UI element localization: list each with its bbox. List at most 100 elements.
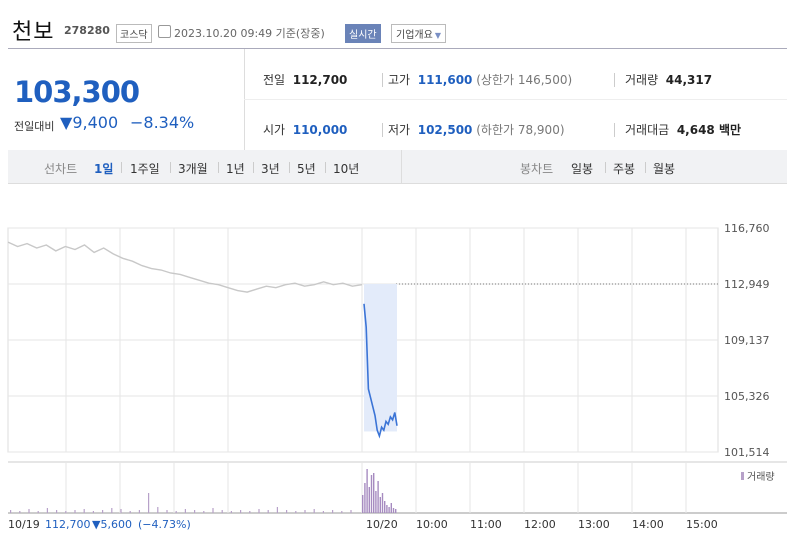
divider	[218, 162, 219, 173]
divider	[645, 162, 646, 173]
chevron-down-icon: ▼	[434, 31, 441, 40]
volume-value: 44,317	[665, 73, 713, 87]
volume-bar	[350, 510, 352, 513]
clock-icon	[158, 25, 171, 38]
line-chart-label: 선차트	[44, 162, 78, 176]
volume-bar	[102, 510, 104, 513]
divider	[614, 73, 615, 87]
volume-bar	[370, 475, 373, 513]
volume-legend-swatch	[741, 472, 744, 480]
divider	[605, 162, 606, 173]
y-tick-label: 116,760	[724, 222, 770, 235]
volume-bar	[258, 509, 260, 513]
volume-bar	[373, 473, 375, 513]
trade-amount: 거래대금 4,648 백만	[625, 121, 741, 138]
volume-bar	[249, 511, 251, 513]
high-label: 고가	[388, 73, 411, 87]
amount-label: 거래대금	[625, 123, 670, 137]
change-amount: 9,400	[72, 113, 119, 132]
volume-bar	[83, 509, 85, 513]
volume-bar	[74, 510, 76, 513]
open-label: 시가	[263, 123, 286, 137]
today-price-line	[363, 303, 398, 439]
company-overview-label: 기업개요	[396, 30, 433, 41]
volume-bar	[375, 491, 377, 513]
change-percent: −8.34%	[130, 113, 195, 132]
volume-bar	[166, 510, 168, 513]
footer-change: ▼5,600	[92, 518, 132, 531]
prev-day-price-line	[7, 241, 363, 293]
x-tick-label: 14:00	[632, 518, 664, 531]
tab-10y[interactable]: 10년	[333, 162, 360, 176]
tab-3y[interactable]: 3년	[261, 162, 280, 176]
volume-bar	[138, 510, 140, 513]
divider	[170, 162, 171, 173]
tab-1w[interactable]: 1주일	[130, 162, 160, 176]
tabs-divider	[401, 150, 402, 183]
tab-weekly[interactable]: 주봉	[613, 162, 636, 176]
stock-code: 278280	[64, 24, 110, 37]
change-value: ▼9,400	[60, 113, 118, 132]
x-tick-label: 13:00	[578, 518, 610, 531]
volume-bar	[384, 501, 386, 513]
divider	[614, 123, 615, 137]
volume-bar	[19, 511, 21, 513]
tab-3m[interactable]: 3개월	[178, 162, 208, 176]
volume-bar	[364, 483, 366, 513]
volume-bar	[92, 511, 94, 513]
x-tick-label: 11:00	[470, 518, 502, 531]
volume-bar	[332, 510, 334, 513]
stock-header: 천보 278280 코스닥 2023.10.20 09:49 기준(장중) 실시…	[0, 0, 787, 48]
low-label: 저가	[388, 123, 411, 137]
tab-5y[interactable]: 5년	[297, 162, 316, 176]
volume-bar	[313, 509, 315, 513]
volume-bar	[322, 511, 324, 513]
volume-bar	[129, 511, 131, 513]
volume-bar	[221, 510, 223, 513]
volume-bar	[286, 510, 288, 513]
volume-bar	[392, 508, 395, 513]
volume-label: 거래량	[625, 73, 659, 87]
volume-bar	[379, 497, 381, 513]
day-high: 고가 111,600 (상한가 146,500)	[388, 71, 572, 88]
current-price: 103,300	[14, 75, 140, 109]
volume-bar	[175, 511, 177, 513]
company-overview-dropdown[interactable]: 기업개요 ▼	[391, 24, 446, 43]
volume-bar	[390, 503, 392, 513]
volume-bar	[267, 510, 269, 513]
volume-bar	[184, 509, 186, 513]
footer-percent: (−4.73%)	[138, 518, 191, 531]
tab-1y[interactable]: 1년	[226, 162, 245, 176]
volume-bar	[368, 487, 370, 513]
tab-1d[interactable]: 1일	[94, 162, 114, 176]
high-value: 111,600	[417, 73, 473, 87]
volume-bar	[381, 493, 384, 513]
quote-row-divider	[244, 99, 787, 100]
tab-daily[interactable]: 일봉	[571, 162, 594, 176]
y-tick-label: 105,326	[724, 390, 770, 403]
footer-price: 112,700	[45, 518, 91, 531]
volume-bar	[111, 508, 113, 513]
volume-bar	[203, 511, 205, 513]
volume-bar	[377, 481, 379, 513]
volume-bar	[65, 511, 67, 513]
realtime-button[interactable]: 실시간	[345, 24, 381, 43]
tab-monthly[interactable]: 월봉	[653, 162, 676, 176]
volume-bar	[120, 509, 122, 513]
divider	[121, 162, 122, 173]
divider	[382, 123, 383, 137]
volume-bar	[362, 495, 364, 513]
volume: 거래량 44,317	[625, 71, 712, 88]
volume-bar	[366, 469, 368, 513]
low-value: 102,500	[417, 123, 473, 137]
volume-bar	[230, 511, 232, 513]
volume-legend-label: 거래량	[747, 471, 775, 483]
amount-value: 4,648 백만	[676, 123, 742, 137]
volume-bar	[341, 511, 343, 513]
x-tick-label: 15:00	[686, 518, 718, 531]
y-tick-label: 109,137	[724, 334, 770, 347]
market-badge: 코스닥	[116, 24, 152, 43]
x-tick-label: 10/20	[366, 518, 398, 531]
volume-bar	[157, 507, 159, 513]
